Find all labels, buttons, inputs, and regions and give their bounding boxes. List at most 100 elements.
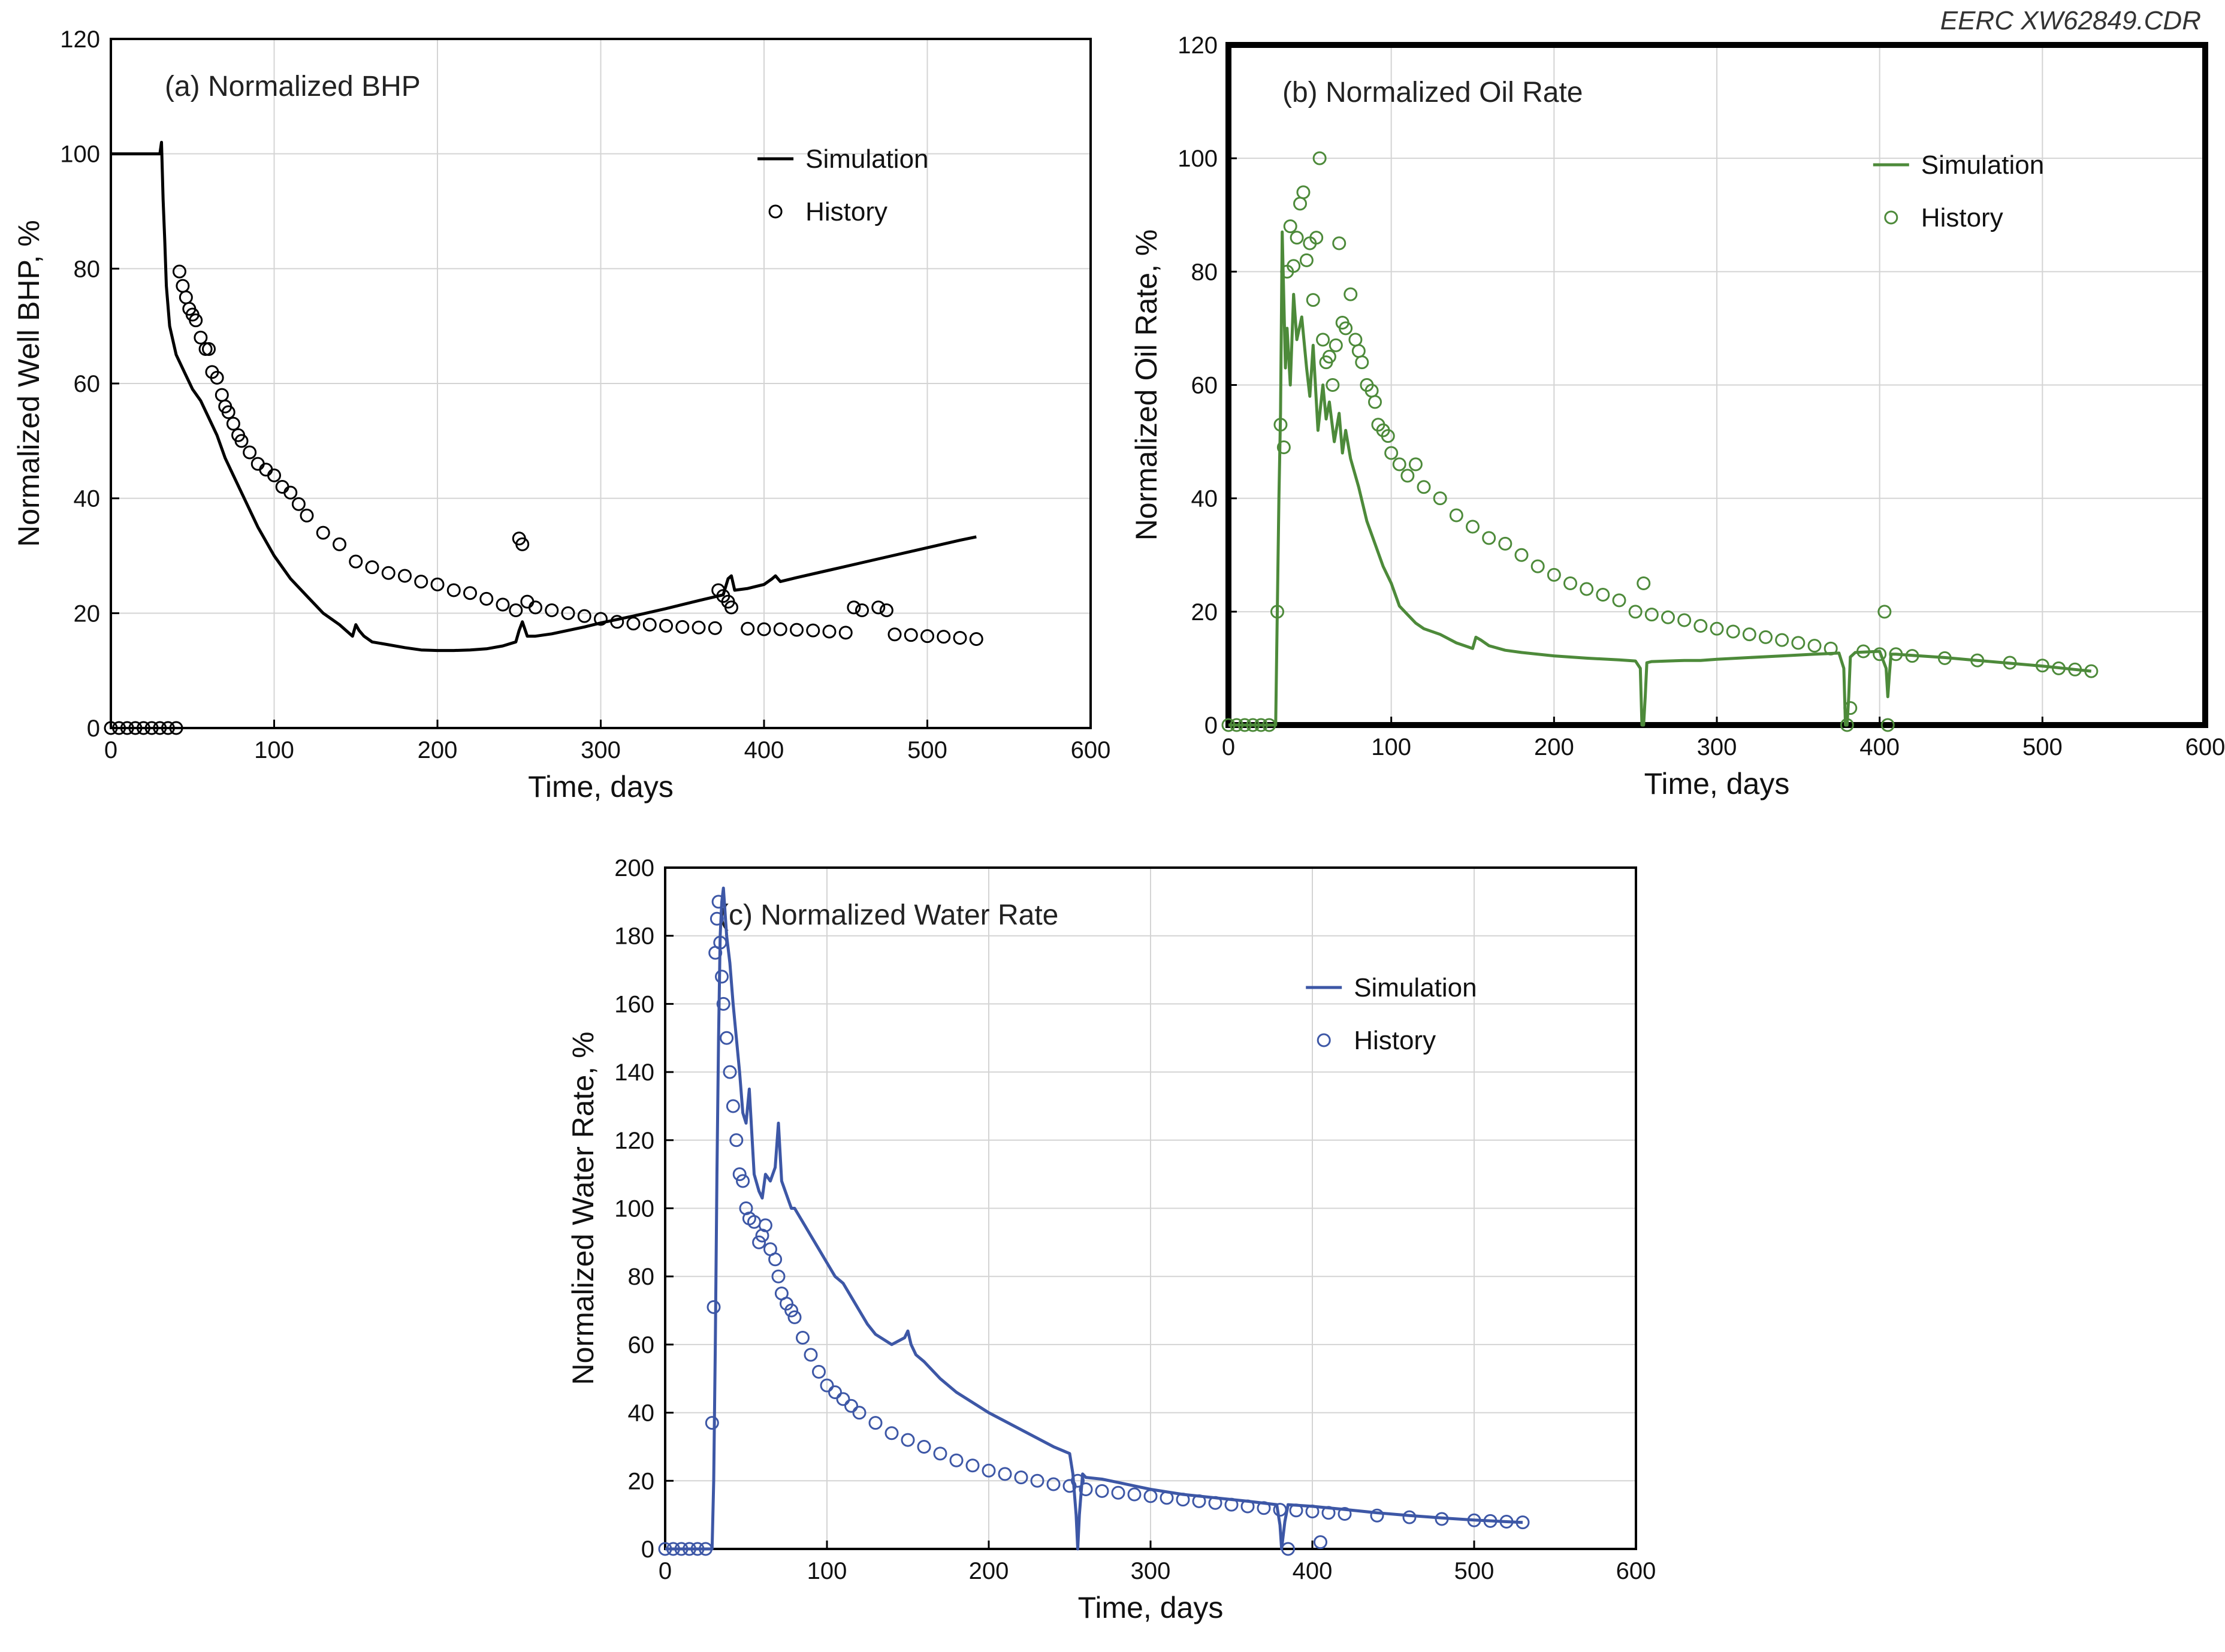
history-point bbox=[1143, 1489, 1158, 1503]
history-point bbox=[1257, 1501, 1271, 1515]
figure-credit: EERC XW62849.CDR bbox=[1940, 6, 2201, 35]
history-point bbox=[137, 721, 150, 735]
history-point bbox=[1351, 344, 1366, 358]
history-point bbox=[1281, 1542, 1295, 1556]
y-axis-label: Normalized Water Rate, % bbox=[566, 1032, 600, 1385]
y-axis-label: Normalized Well BHP, % bbox=[12, 220, 46, 547]
history-point bbox=[768, 1252, 783, 1267]
history-point bbox=[1392, 457, 1406, 472]
history-point bbox=[982, 1463, 996, 1478]
history-point bbox=[333, 537, 346, 551]
history-point bbox=[933, 1446, 947, 1461]
history-point bbox=[806, 623, 820, 638]
history-point bbox=[705, 1416, 719, 1430]
history-point bbox=[1905, 649, 1919, 663]
x-tick-label: 0 bbox=[104, 737, 117, 763]
history-point bbox=[120, 721, 134, 735]
y-tick-label: 60 bbox=[628, 1332, 655, 1358]
history-point bbox=[1433, 491, 1447, 506]
history-point bbox=[316, 526, 330, 540]
history-point bbox=[736, 1174, 750, 1188]
history-point bbox=[1368, 395, 1382, 409]
x-tick-label: 400 bbox=[744, 737, 784, 763]
chart-normalized-oil-rate: 0 100 200 300 400 500 600 0 20 40 60 80 100 120 Time, … bbox=[1130, 32, 2225, 801]
history-point bbox=[1449, 508, 1463, 523]
history-point bbox=[430, 577, 445, 591]
history-point bbox=[1339, 321, 1353, 336]
history-point bbox=[1296, 185, 1311, 200]
history-point bbox=[804, 1348, 818, 1362]
history-point bbox=[179, 290, 193, 304]
history-point bbox=[1079, 1482, 1093, 1497]
y-tick-label: 60 bbox=[1191, 373, 1218, 399]
x-tick-label: 100 bbox=[254, 737, 294, 763]
history-point bbox=[1759, 630, 1773, 644]
history-point bbox=[520, 594, 535, 609]
history-point bbox=[852, 1406, 867, 1420]
history-point bbox=[707, 1300, 721, 1314]
history-point bbox=[713, 935, 727, 950]
history-point bbox=[509, 603, 523, 618]
x-tick-label: 300 bbox=[581, 737, 621, 763]
history-point bbox=[2068, 662, 2082, 676]
history-point bbox=[365, 560, 379, 575]
history-point bbox=[917, 1439, 931, 1454]
history-point bbox=[716, 996, 730, 1011]
history-point bbox=[1314, 1535, 1327, 1550]
history-point bbox=[1283, 219, 1297, 234]
history-point bbox=[720, 1031, 734, 1045]
history-point bbox=[969, 632, 983, 646]
legend-marker-swatch bbox=[1317, 1033, 1331, 1047]
x-tick-label: 400 bbox=[1859, 734, 1900, 760]
history-point bbox=[1547, 567, 1561, 582]
history-point bbox=[1466, 520, 1480, 534]
y-tick-label: 0 bbox=[641, 1536, 654, 1563]
history-point bbox=[752, 1235, 766, 1249]
chart-title: (c) Normalized Water Rate bbox=[719, 899, 1058, 931]
legend-label-simulation: Simulation bbox=[1921, 150, 2044, 180]
history-point bbox=[1322, 349, 1336, 364]
y-tick-label: 100 bbox=[1178, 146, 1218, 172]
history-point bbox=[1644, 608, 1659, 622]
x-tick-label: 600 bbox=[1616, 1558, 1656, 1584]
history-point bbox=[710, 911, 724, 926]
x-tick-label: 200 bbox=[1534, 734, 1574, 760]
history-point bbox=[658, 1542, 672, 1556]
history-point bbox=[1370, 1508, 1384, 1523]
x-tick-label: 100 bbox=[1371, 734, 1411, 760]
history-point bbox=[1791, 636, 1806, 650]
history-point bbox=[1095, 1484, 1109, 1498]
history-point bbox=[787, 1310, 802, 1324]
x-tick-label: 300 bbox=[1131, 1558, 1171, 1584]
history-point bbox=[1612, 593, 1626, 608]
history-point bbox=[610, 615, 624, 629]
history-point bbox=[1417, 480, 1431, 494]
history-point bbox=[771, 1269, 786, 1283]
history-point bbox=[1840, 718, 1854, 732]
x-tick-label: 400 bbox=[1293, 1558, 1333, 1584]
history-point bbox=[1628, 605, 1643, 619]
history-point bbox=[446, 583, 461, 597]
history-point bbox=[1514, 548, 1529, 562]
y-tick-label: 100 bbox=[60, 141, 100, 168]
history-point bbox=[112, 721, 126, 735]
y-tick-label: 20 bbox=[74, 600, 101, 627]
history-point bbox=[838, 626, 853, 640]
history-point bbox=[463, 586, 477, 600]
history-point bbox=[189, 313, 203, 328]
x-tick-label: 300 bbox=[1697, 734, 1737, 760]
history-point bbox=[1309, 231, 1324, 245]
legend-label-history: History bbox=[1921, 203, 2003, 232]
history-point bbox=[479, 591, 494, 606]
history-point bbox=[1246, 718, 1260, 732]
history-point bbox=[176, 279, 190, 293]
history-point bbox=[1224, 1497, 1239, 1512]
history-point bbox=[1873, 647, 1887, 662]
history-point bbox=[796, 1331, 810, 1345]
history-point bbox=[790, 623, 804, 637]
history-point bbox=[659, 618, 673, 633]
history-point bbox=[1381, 429, 1395, 443]
chart-title: (b) Normalized Oil Rate bbox=[1282, 77, 1583, 108]
y-axis-label: Normalized Oil Rate, % bbox=[1130, 229, 1163, 541]
history-point bbox=[674, 1542, 689, 1556]
